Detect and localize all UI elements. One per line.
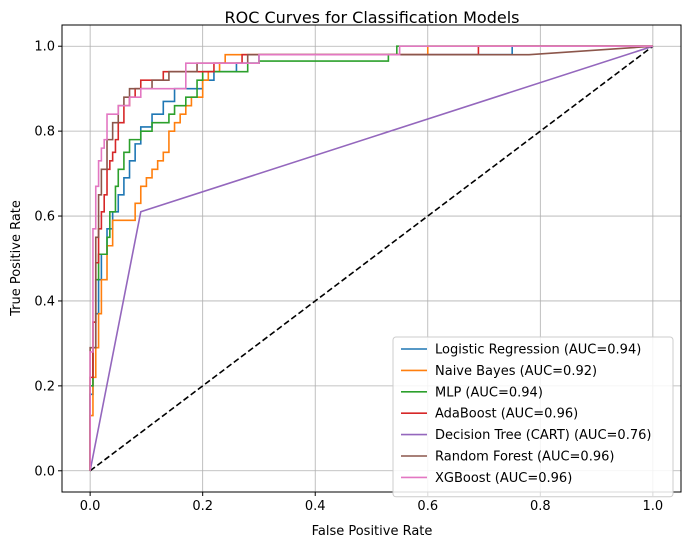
- x-tick-label: 0.4: [305, 499, 326, 514]
- legend-label-1: Naive Bayes (AUC=0.92): [435, 364, 597, 379]
- legend-label-3: AdaBoost (AUC=0.96): [435, 407, 578, 422]
- y-tick-label: 0.6: [34, 210, 55, 225]
- x-axis-label: False Positive Rate: [312, 524, 433, 539]
- x-axis-ticks: 0.0 0.2 0.4 0.6 0.8 1.0: [80, 492, 663, 514]
- x-tick-label: 0.8: [530, 499, 551, 514]
- series-line-4: [89, 45, 654, 471]
- y-tick-label: 0.4: [34, 294, 55, 309]
- chart-title: ROC Curves for Classification Models: [224, 8, 519, 27]
- x-tick-label: 1.0: [643, 499, 664, 514]
- x-tick-label: 0.2: [192, 499, 213, 514]
- chance-line: [89, 45, 654, 472]
- x-tick-label: 0.6: [417, 499, 438, 514]
- plot-area-frame: [61, 24, 682, 493]
- legend-label-6: XGBoost (AUC=0.96): [435, 471, 572, 486]
- legend-label-0: Logistic Regression (AUC=0.94): [435, 343, 641, 358]
- y-tick-label: 0.8: [34, 125, 55, 140]
- legend: Logistic Regression (AUC=0.94) Naive Baye…: [392, 336, 674, 498]
- baseline-diagonal: [89, 45, 654, 472]
- grid: [62, 25, 681, 492]
- y-axis-ticks: 0.0 0.2 0.4 0.6 0.8 1.0: [34, 40, 62, 479]
- x-tick-label: 0.0: [80, 499, 101, 514]
- y-tick-label: 1.0: [34, 40, 55, 55]
- series-lines: [89, 45, 654, 471]
- y-tick-label: 0.2: [34, 379, 55, 394]
- legend-box: [392, 336, 674, 498]
- y-tick-label: 0.0: [34, 464, 55, 479]
- series-line-6: [89, 45, 653, 471]
- y-axis-label: True Positive Rate: [9, 200, 24, 317]
- legend-label-2: MLP (AUC=0.94): [435, 385, 543, 400]
- legend-label-4: Decision Tree (CART) (AUC=0.76): [435, 428, 651, 443]
- legend-label-5: Random Forest (AUC=0.96): [435, 450, 614, 465]
